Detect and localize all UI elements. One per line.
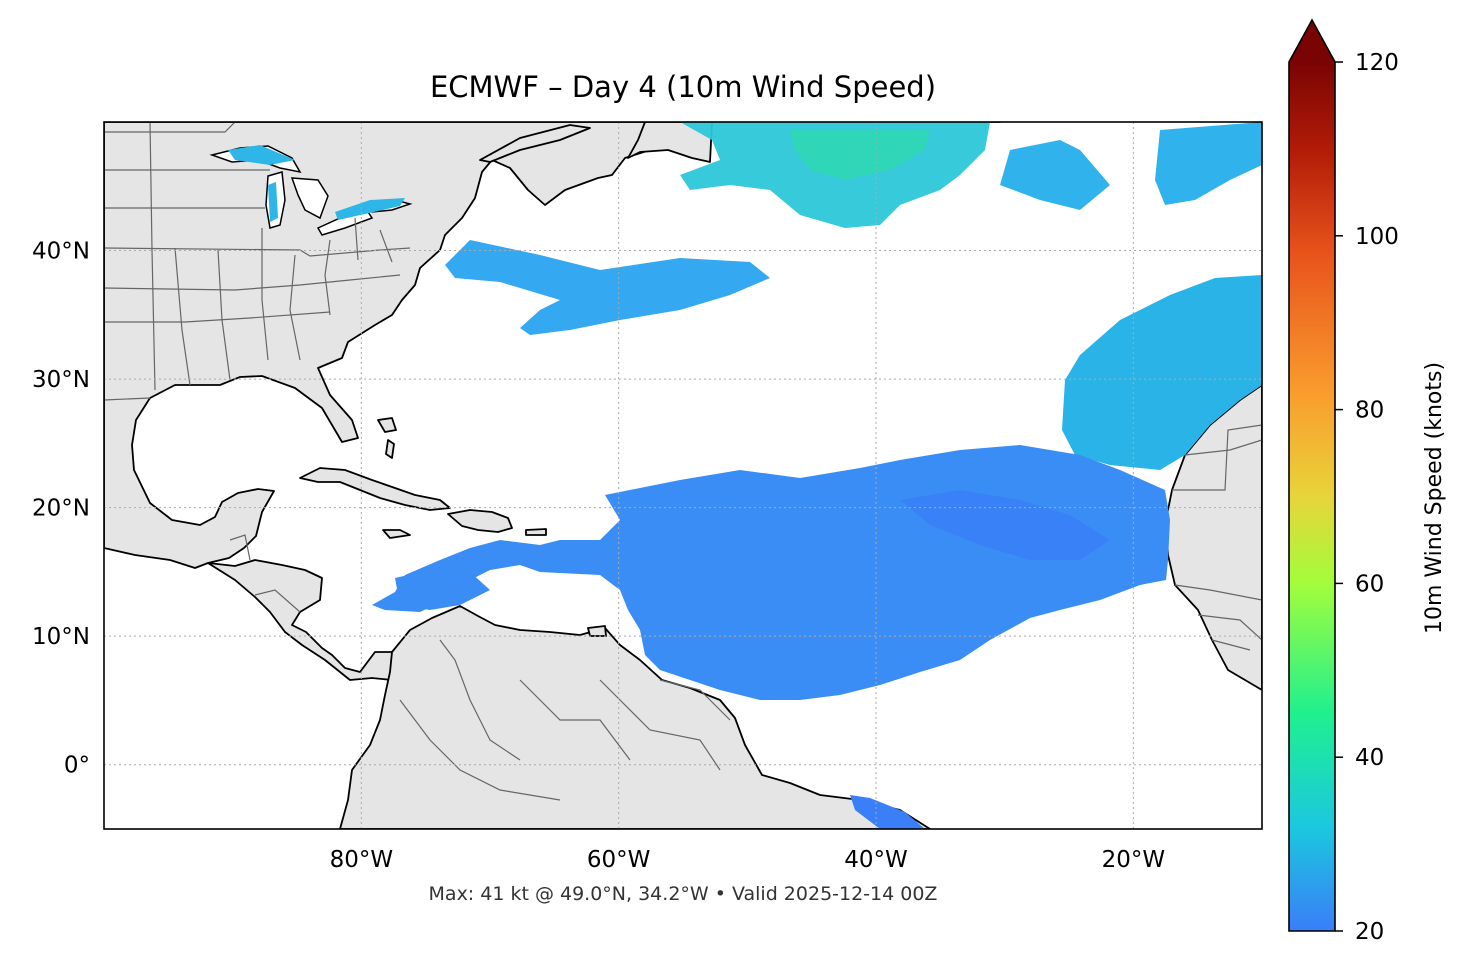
wind-area-caribbean — [395, 570, 490, 610]
max-valid-caption: Max: 41 kt @ 49.0°N, 34.2°W • Valid 2025… — [428, 883, 938, 905]
gridlines — [104, 122, 1262, 829]
land-bahamas — [377, 417, 397, 433]
latitude-tick-label: 40°N — [32, 239, 90, 265]
longitude-tick-label: 80°W — [330, 847, 394, 873]
longitude-tick-label: 40°W — [844, 847, 908, 873]
land-hispaniola — [447, 509, 513, 533]
wind-area-erie — [335, 198, 405, 220]
colorbar: 20 40 60 80 100 120 10m Wind Speed (knots) — [1288, 18, 1447, 945]
wind-area-northeast-far — [1155, 122, 1262, 205]
latitude-tick-label: 0° — [64, 753, 90, 779]
wind-core-north — [790, 130, 930, 180]
land-trinidad — [587, 625, 607, 637]
land-puerto-rico — [525, 528, 547, 536]
latitude-tick-label: 20°N — [32, 496, 90, 522]
borders-layer — [104, 122, 1262, 801]
latitude-tick-label: 10°N — [32, 624, 90, 650]
colorbar-label: 10m Wind Speed (knots) — [1422, 362, 1447, 634]
wind-area-north-east — [1000, 140, 1110, 210]
wind-area-midlat-west — [445, 240, 770, 335]
land-nova-scotia — [479, 124, 591, 163]
colorbar-tick-label: 120 — [1355, 50, 1399, 76]
wind-speck-south — [850, 795, 925, 829]
wind-area-east-midlat — [1062, 275, 1262, 470]
colorbar-tick-label: 40 — [1355, 745, 1384, 771]
colorbar-gradient — [1289, 62, 1335, 931]
colorbar-ticks: 20 40 60 80 100 120 — [1335, 50, 1399, 945]
latitude-tick-labels: 40°N 30°N 20°N 10°N 0° — [32, 239, 90, 779]
colorbar-tick-label: 60 — [1355, 571, 1384, 597]
colorbar-tick-label: 80 — [1355, 398, 1384, 424]
longitude-tick-label: 20°W — [1102, 847, 1166, 873]
map-plot-area — [104, 122, 1262, 829]
lake-huron — [290, 177, 329, 220]
chart-title: ECMWF – Day 4 (10m Wind Speed) — [429, 70, 937, 104]
wind-area-lakes — [228, 145, 295, 165]
colorbar-extend-arrow — [1289, 20, 1335, 62]
wind-area-michigan — [268, 182, 278, 222]
longitude-tick-label: 60°W — [587, 847, 651, 873]
land-bahamas-2 — [385, 439, 395, 459]
land-south-america — [339, 605, 931, 829]
wind-streak-trades — [900, 490, 1110, 560]
colorbar-tick-label: 20 — [1355, 919, 1384, 945]
latitude-tick-label: 30°N — [32, 367, 90, 393]
colorbar-outline — [1288, 18, 1336, 932]
land-jamaica — [382, 529, 411, 539]
colorbar-tick-label: 100 — [1355, 224, 1399, 250]
map-frame — [103, 121, 1263, 830]
longitude-tick-labels: 80°W 60°W 40°W 20°W — [330, 847, 1166, 873]
